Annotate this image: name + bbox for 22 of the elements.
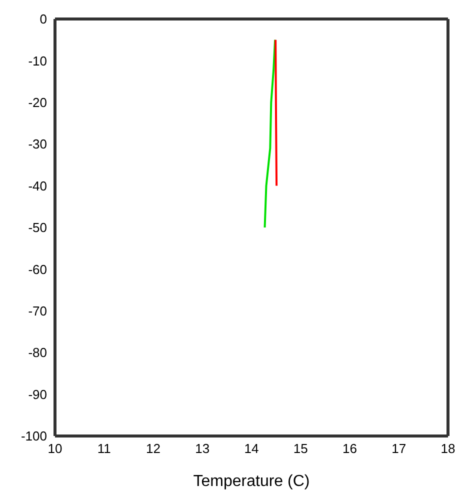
x-axis-title: Temperature (C) xyxy=(193,473,310,490)
x-tick-label: 16 xyxy=(342,441,357,456)
x-tick-label: 18 xyxy=(440,441,456,456)
y-tick-label: 0 xyxy=(40,12,47,27)
x-tick-label: 17 xyxy=(392,441,406,456)
y-tick-label: -20 xyxy=(28,95,47,110)
y-tick-label: -70 xyxy=(28,304,47,319)
y-tick-label: -100 xyxy=(20,428,47,444)
x-tick-label: 14 xyxy=(244,441,259,456)
y-tick-label: -40 xyxy=(28,178,47,194)
line-series xyxy=(264,38,276,228)
y-tick-label: -80 xyxy=(28,345,47,360)
x-tick-label: 12 xyxy=(146,441,160,456)
x-tick-label: 15 xyxy=(293,441,308,456)
y-tick-label: -90 xyxy=(28,386,47,402)
y-tick-label: -50 xyxy=(28,220,47,236)
y-tick-label: -30 xyxy=(28,136,47,152)
y-tick-label: -10 xyxy=(28,53,47,68)
y-tick-label: -60 xyxy=(28,262,47,277)
x-tick-label: 10 xyxy=(48,441,62,456)
x-tick-label: 13 xyxy=(195,441,210,456)
x-tick-label: 11 xyxy=(97,441,111,456)
